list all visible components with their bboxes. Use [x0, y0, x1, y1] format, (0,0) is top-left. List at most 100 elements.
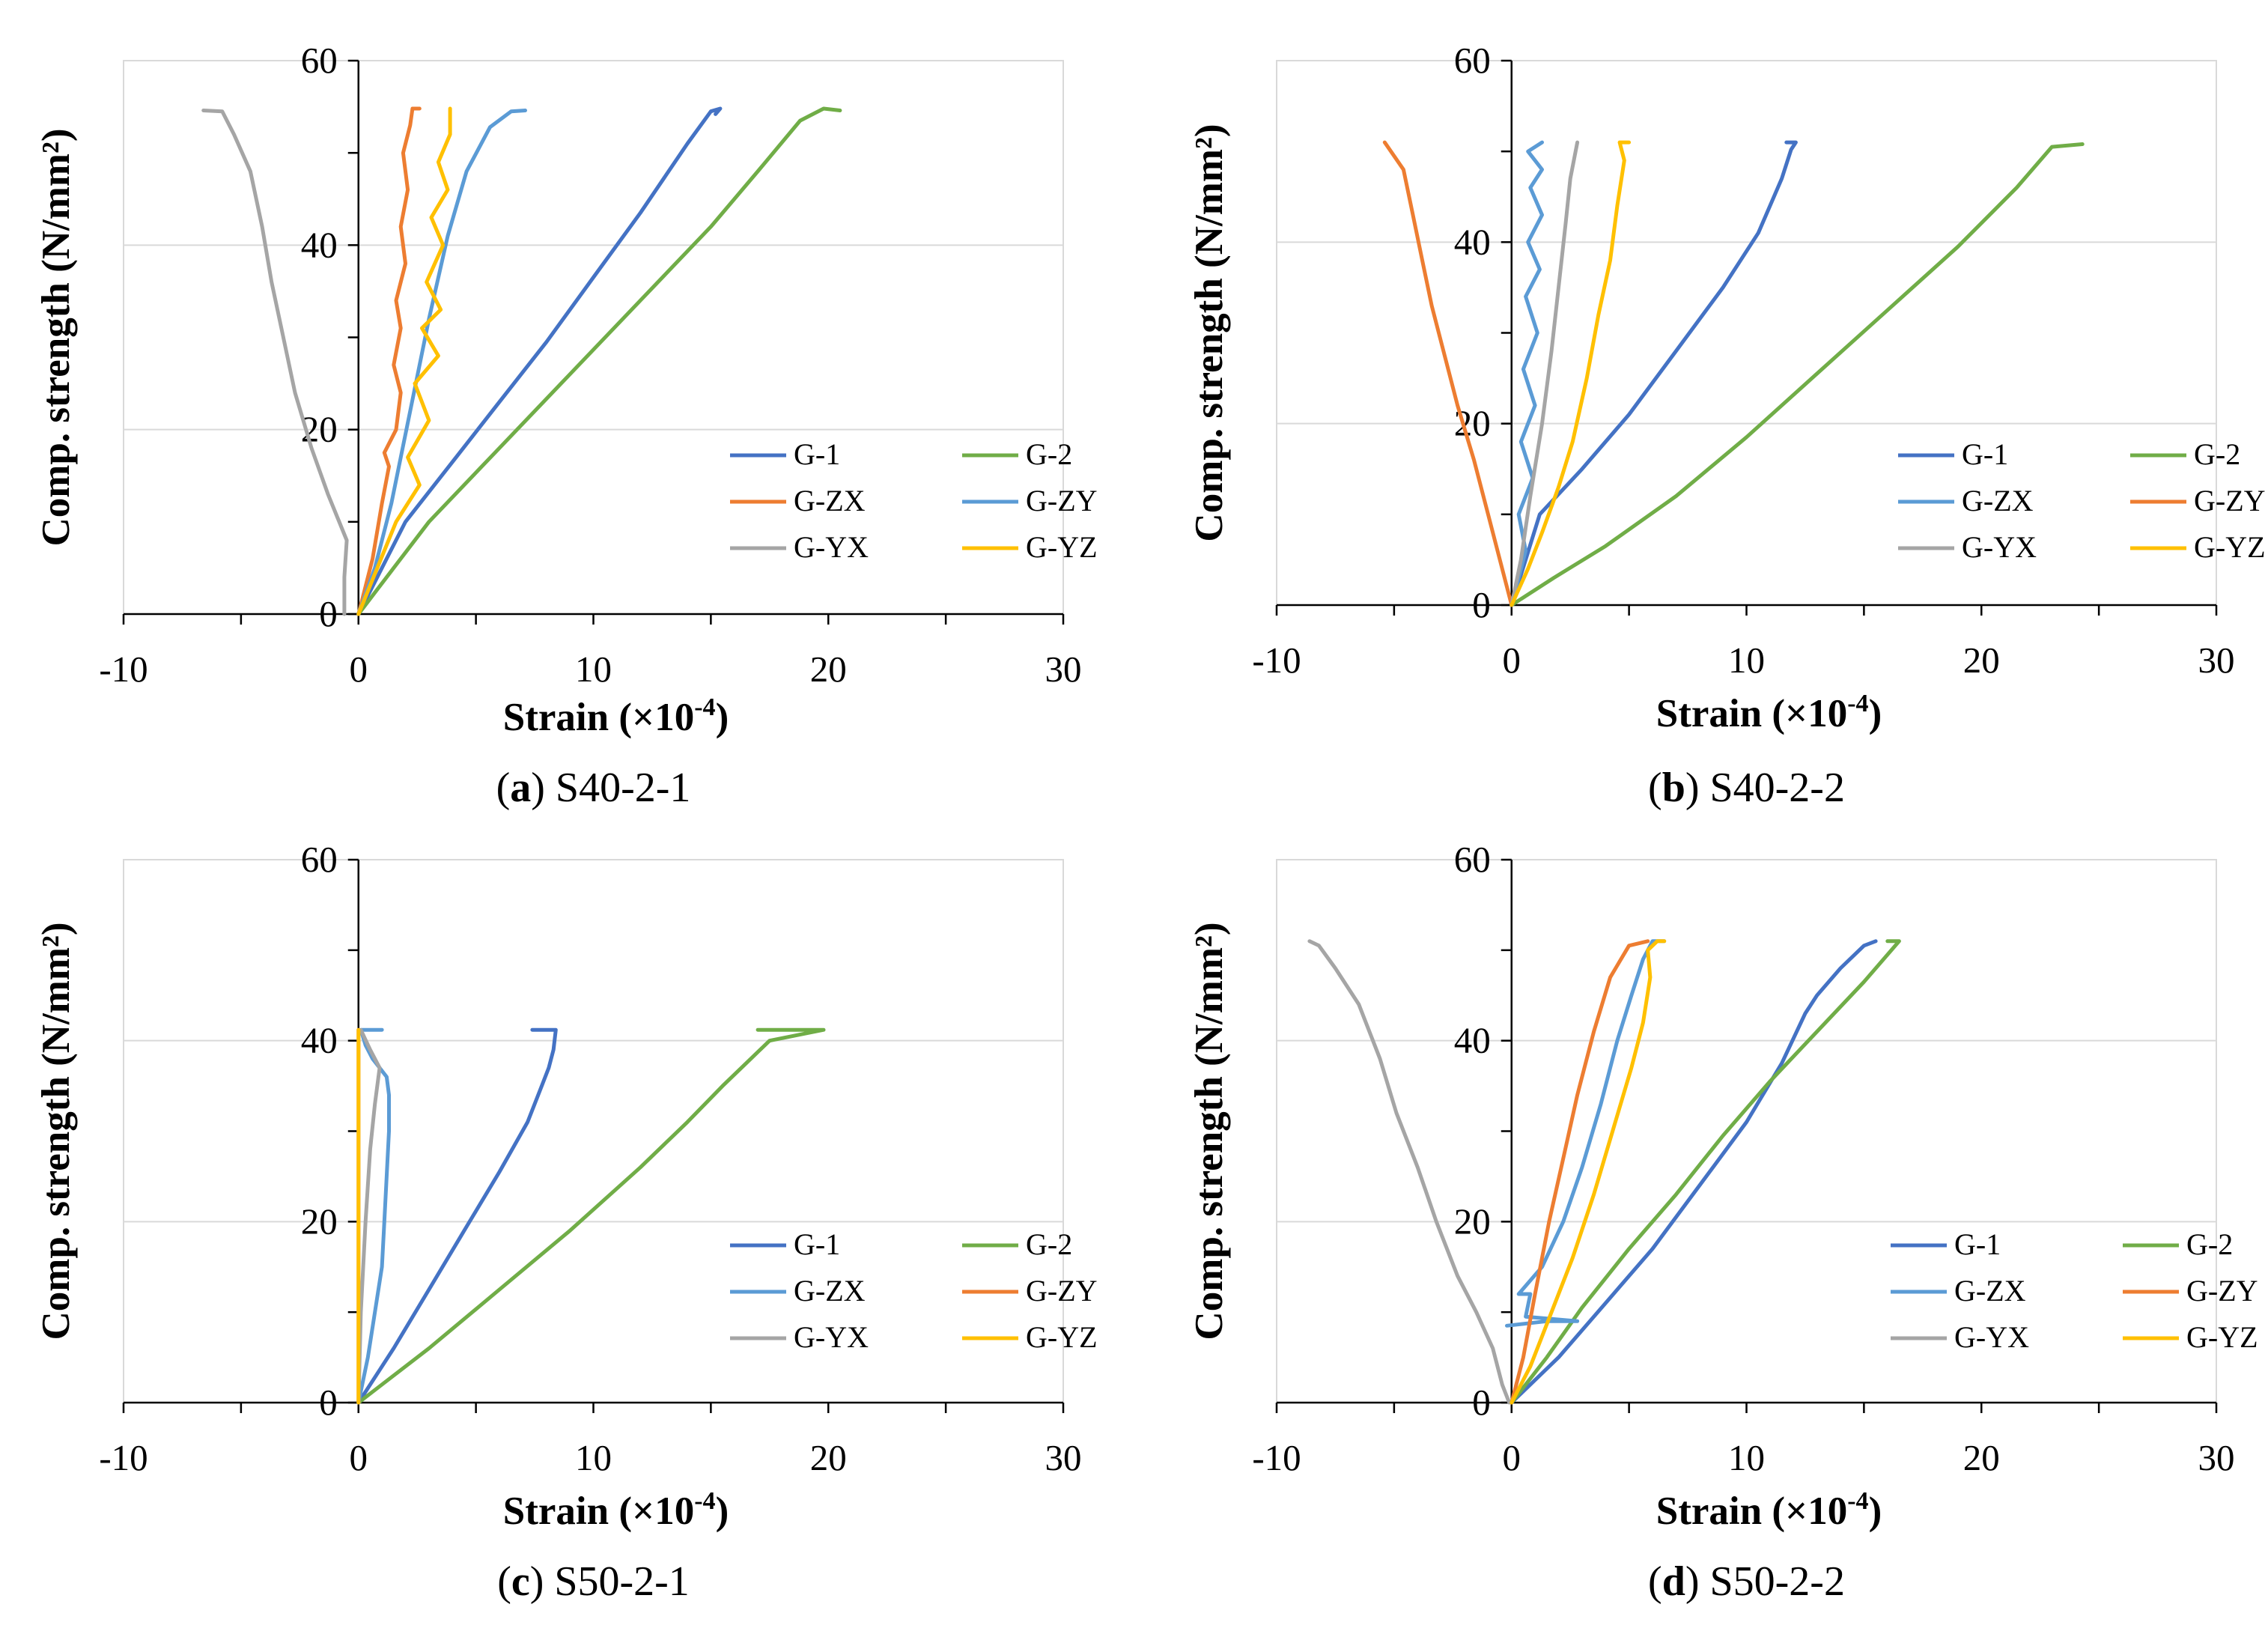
legend-label: G-YZ [1026, 530, 1098, 564]
legend-label: G-YX [1954, 1320, 2029, 1354]
legend-label: G-YZ [1026, 1320, 1098, 1354]
x-tick-label: -10 [99, 649, 148, 690]
chart-d: -10 0 10 20 30 0 20 40 60 Strain (×10-4) Comp. str… [1188, 839, 2258, 1605]
panel-caption: (a) S40-2-1 [496, 765, 691, 811]
legend-label: G-1 [1954, 1227, 2001, 1261]
plot-area [123, 859, 1064, 1403]
legend-label: G-ZY [2186, 1274, 2258, 1308]
series-line-g-2 [356, 1027, 826, 1405]
legend-label: G-1 [1962, 437, 2008, 471]
legend-label: G-YX [794, 530, 869, 564]
series-line-g-zy [1382, 140, 1514, 607]
x-tick-label: 20 [1963, 1437, 2000, 1478]
panel-caption: (b) S40-2-2 [1648, 765, 1845, 811]
series-line-g-2 [356, 106, 842, 616]
y-axis-label: Comp. strength (N/mm²) [1188, 124, 1231, 541]
series-line-g-yx [1510, 140, 1580, 607]
series-line-g-zx [356, 1027, 391, 1405]
x-tick-label: 0 [1503, 640, 1521, 681]
y-tick-label: 0 [1472, 584, 1491, 625]
series-line-g-yx [201, 109, 349, 616]
y-tick-label: 40 [1454, 1020, 1491, 1061]
plot-area [123, 60, 1064, 615]
y-tick-label: 20 [301, 1200, 338, 1242]
y-tick-label: 0 [1472, 1382, 1491, 1423]
series-line-g-zx [356, 106, 422, 616]
x-tick-label: 20 [810, 649, 847, 690]
legend-label: G-1 [794, 1227, 840, 1261]
x-tick-label: -10 [1252, 640, 1301, 681]
x-tick-label: -10 [1252, 1437, 1301, 1478]
legend-label: G-2 [2186, 1227, 2233, 1261]
y-tick-label: 60 [1454, 40, 1491, 81]
x-tick-label: 0 [1503, 1437, 1521, 1478]
legend-label: G-ZY [2194, 484, 2266, 517]
series-line-g-1 [356, 106, 723, 616]
y-axis-label: Comp. strength (N/mm²) [1188, 922, 1231, 1340]
legend-label: G-ZY [1026, 484, 1098, 517]
x-axis-label: Strain (×10-4) [503, 693, 729, 739]
series-line-g-zy [1510, 939, 1650, 1405]
y-tick-label: 40 [301, 1020, 338, 1061]
series-line-g-yz [1510, 140, 1632, 607]
y-tick-label: 60 [301, 839, 338, 880]
legend-label: G-YZ [2186, 1320, 2258, 1354]
y-axis-label: Comp. strength (N/mm²) [34, 922, 78, 1340]
x-tick-label: 10 [1728, 640, 1765, 681]
chart-c: -10 0 10 20 30 0 20 40 60 Strain (×10-4) Comp. str… [34, 839, 1098, 1605]
legend-label: G-ZX [1954, 1274, 2026, 1308]
x-tick-label: 0 [350, 649, 368, 690]
x-tick-label: 10 [575, 1437, 612, 1478]
y-tick-label: 40 [301, 224, 338, 265]
legend-label: G-2 [1026, 437, 1072, 471]
series-line-g-zx [1505, 939, 1667, 1328]
series-line-g-2 [1510, 142, 2085, 607]
x-axis-label: Strain (×10-4) [503, 1487, 729, 1533]
plot-area [1276, 859, 2217, 1403]
series-line-g-yz [1510, 939, 1667, 1405]
series-line-g-1 [356, 1027, 558, 1405]
series-line-g-yz [356, 106, 452, 616]
y-tick-label: 20 [1454, 1200, 1491, 1242]
y-tick-label: 60 [1454, 839, 1491, 880]
x-tick-label: -10 [99, 1437, 148, 1478]
legend-label: G-2 [2194, 437, 2240, 471]
panel-caption: (d) S50-2-2 [1648, 1558, 1845, 1605]
series-line-g-zy [356, 109, 527, 616]
series-line-g-yx [356, 1027, 382, 1405]
x-tick-label: 10 [1728, 1437, 1765, 1478]
legend-label: G-1 [794, 437, 840, 471]
y-tick-label: 60 [301, 40, 338, 81]
y-tick-label: 0 [319, 593, 338, 634]
series-line-g-1 [1510, 140, 1798, 607]
series-line-g-1 [1510, 939, 1878, 1405]
x-tick-label: 10 [575, 649, 612, 690]
legend-label: G-YX [794, 1320, 869, 1354]
legend-label: G-ZX [794, 484, 866, 517]
legend-label: G-2 [1026, 1227, 1072, 1261]
plot-area [1276, 60, 2217, 606]
x-tick-label: 30 [2198, 640, 2235, 681]
x-axis-label: Strain (×10-4) [1656, 1487, 1882, 1533]
legend-label: G-ZX [794, 1274, 866, 1308]
series-line-g-yx [1307, 939, 1512, 1405]
y-tick-label: 40 [1454, 221, 1491, 262]
legend-label: G-ZY [1026, 1274, 1098, 1308]
panel-caption: (c) S50-2-1 [497, 1558, 690, 1605]
x-tick-label: 0 [350, 1437, 368, 1478]
y-tick-label: 0 [319, 1382, 338, 1423]
series-line-g-zx [1510, 140, 1544, 607]
legend-label: G-YZ [2194, 530, 2266, 564]
y-axis-label: Comp. strength (N/mm²) [34, 128, 78, 546]
x-tick-label: 20 [810, 1437, 847, 1478]
legend-label: G-YX [1962, 530, 2037, 564]
legend-label: G-ZX [1962, 484, 2034, 517]
x-tick-label: 30 [2198, 1437, 2235, 1478]
x-axis-label: Strain (×10-4) [1656, 690, 1882, 735]
x-tick-label: 30 [1045, 1437, 1082, 1478]
series-line-g-2 [1510, 939, 1901, 1405]
x-tick-label: 20 [1963, 640, 2000, 681]
